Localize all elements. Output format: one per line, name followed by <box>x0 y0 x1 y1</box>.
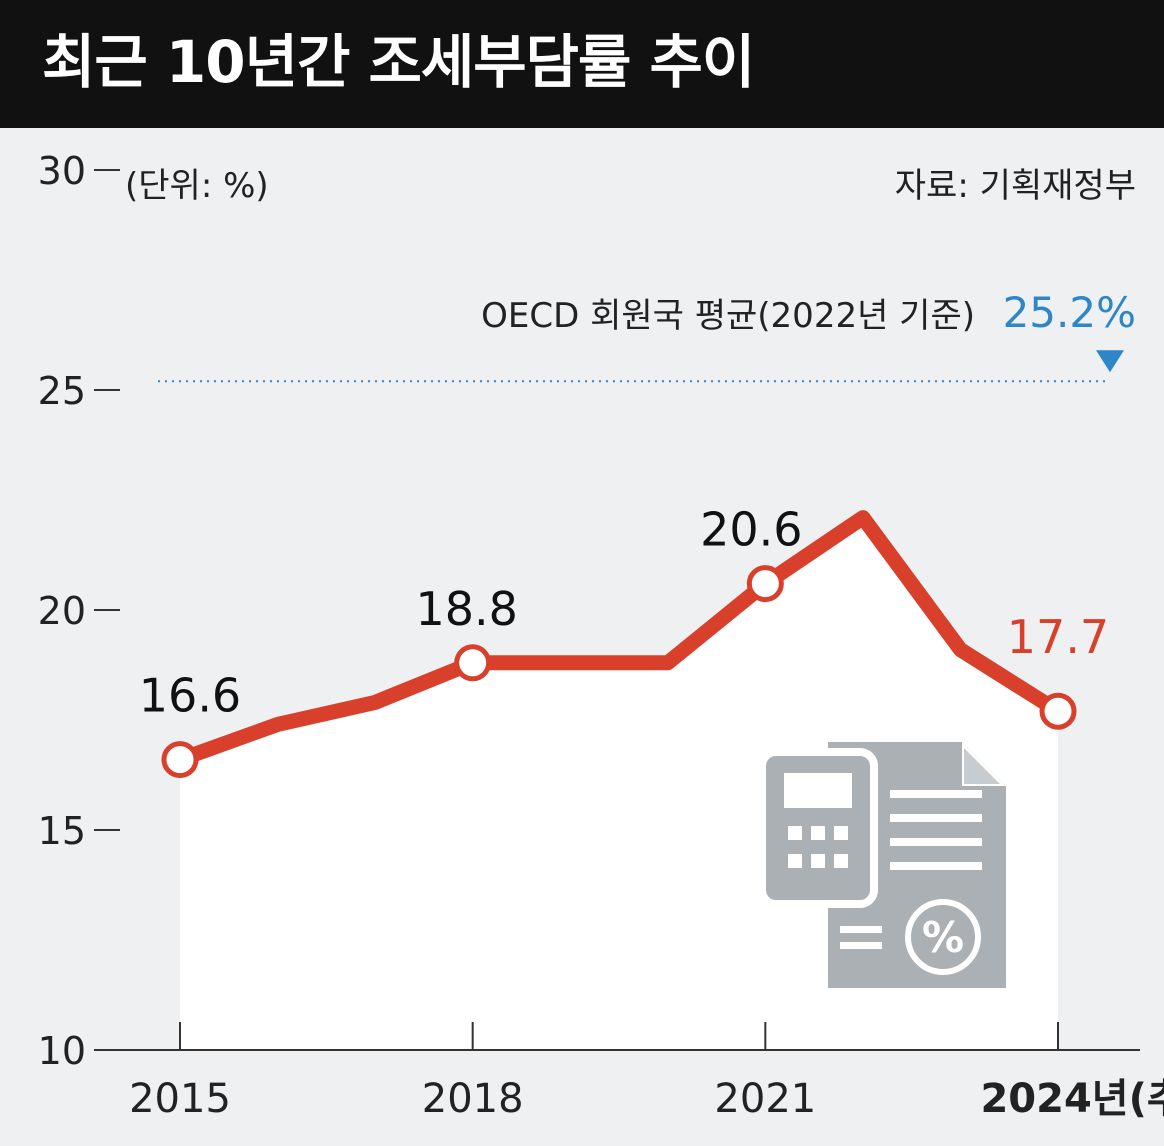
y-tick-label: 10 <box>38 1029 86 1073</box>
x-tick-label: 2021 <box>714 1076 816 1122</box>
y-tick-label: 20 <box>38 589 86 633</box>
data-label: 20.6 <box>700 503 802 557</box>
svg-text:%: % <box>922 913 964 962</box>
chart-title: 최근 10년간 조세부담률 추이 <box>42 28 755 96</box>
y-tick-label: 15 <box>38 809 86 853</box>
x-tick-label: 2015 <box>129 1076 231 1122</box>
y-tick-label: 25 <box>38 369 86 413</box>
oecd-value: 25.2% <box>1003 288 1136 337</box>
oecd-label: OECD 회원국 평균(2022년 기준) <box>481 296 975 336</box>
y-tick-label: 30 <box>38 149 86 193</box>
marker-group <box>161 565 1077 779</box>
data-point-marker <box>1039 692 1077 730</box>
title-bar: 최근 10년간 조세부담률 추이 <box>0 0 1164 128</box>
data-label: 18.8 <box>415 582 517 636</box>
x-tick-label: 2018 <box>422 1076 524 1122</box>
calculator-document-percent-icon: % <box>758 742 1006 988</box>
y-tick-group: 10 15 20 25 30 <box>38 149 120 1073</box>
oecd-marker-icon <box>1096 350 1124 373</box>
data-point-marker <box>454 644 492 682</box>
data-label: 16.6 <box>139 669 241 723</box>
source-label: 자료: 기획재정부 <box>895 166 1136 206</box>
unit-label: (단위: %) <box>125 166 269 206</box>
series-line <box>172 510 1066 768</box>
data-point-marker <box>746 565 784 603</box>
chart-area: 10 15 20 25 30 2015 2018 2021 2024년(추정치) (단위: %… <box>38 149 1164 1122</box>
x-tick-group: 2015 2018 2021 2024년(추정치) <box>129 1022 1164 1122</box>
x-tick-label: 2024년(추정치) <box>980 1076 1164 1122</box>
data-label-group: 16.6 18.8 20.6 17.7 <box>139 503 1109 723</box>
data-point-marker <box>161 741 199 779</box>
data-label: 17.7 <box>1007 610 1109 664</box>
